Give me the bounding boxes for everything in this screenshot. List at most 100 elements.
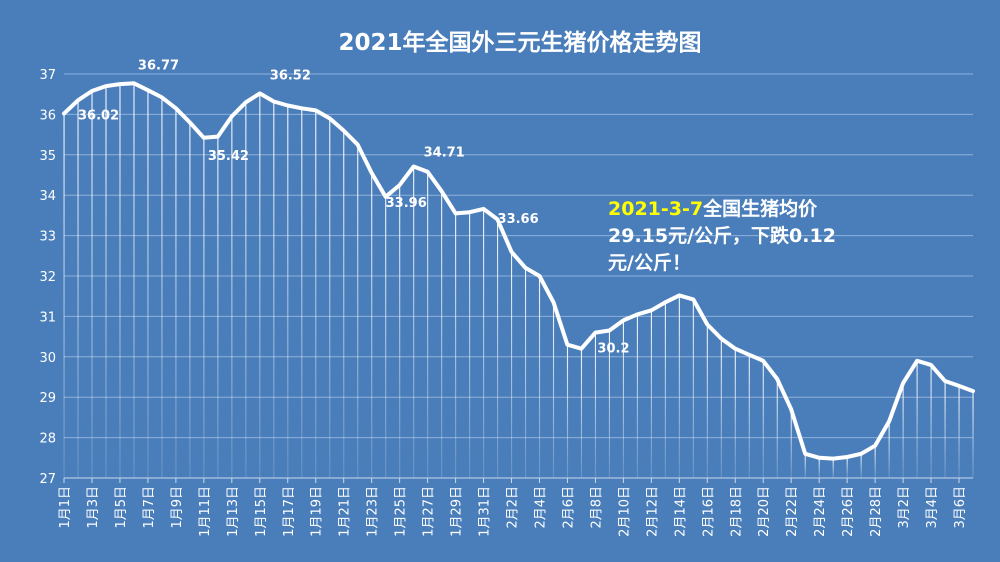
drop-line: [497, 219, 499, 478]
drop-line: [650, 310, 652, 478]
y-tick-label: 29: [39, 391, 56, 406]
drop-line: [273, 101, 275, 479]
data-label: 36.77: [138, 58, 179, 73]
y-tick-label: 32: [39, 270, 56, 285]
y-tick-label: 37: [39, 68, 56, 83]
drop-line: [147, 90, 149, 478]
data-label: 35.42: [208, 149, 249, 164]
drop-line: [469, 212, 471, 478]
drop-line: [874, 445, 876, 478]
drop-line: [357, 144, 359, 478]
drop-line: [958, 385, 960, 478]
drop-line: [441, 191, 443, 478]
drop-line: [385, 196, 387, 479]
x-tick-label: 2月4日: [533, 486, 548, 529]
x-tick-label: 1月21日: [338, 486, 353, 537]
drop-line: [133, 83, 135, 479]
drop-line: [706, 324, 708, 478]
drop-line: [720, 338, 722, 478]
price-annotation: 2021-3-7全国生猪均价 29.15元/公斤，下跌0.12 元/公斤！: [608, 196, 938, 277]
x-tick-label: 1月31日: [478, 486, 493, 537]
y-tick-label: 35: [39, 149, 56, 164]
drop-line: [776, 379, 778, 478]
x-tick-label: 3月2日: [897, 486, 912, 529]
data-label: 33.96: [386, 196, 427, 211]
y-tick-label: 27: [39, 472, 56, 487]
x-tick-label: 1月5日: [114, 486, 129, 529]
drop-line: [63, 113, 65, 478]
x-tick-label: 2月2日: [506, 486, 521, 529]
drop-line: [692, 299, 694, 478]
drop-line: [343, 130, 345, 478]
data-label: 36.52: [270, 68, 311, 83]
drop-line: [860, 453, 862, 478]
drop-line: [580, 348, 583, 478]
data-label: 33.66: [498, 212, 539, 227]
drop-line: [427, 171, 429, 478]
x-tick-label: 1月3日: [86, 486, 101, 529]
drop-line: [371, 172, 373, 479]
x-tick-label: 2月10日: [617, 486, 632, 537]
drop-line: [944, 381, 946, 478]
drop-lines: [63, 83, 974, 479]
drop-line: [189, 122, 191, 478]
data-label: 30.2: [597, 342, 629, 357]
x-tick-label: 2月16日: [701, 486, 716, 537]
annotation-line-1-text: 全国生猪均价: [703, 198, 818, 220]
drop-line: [762, 360, 764, 478]
drop-line: [678, 295, 680, 478]
drop-line: [888, 421, 890, 478]
drop-line: [455, 213, 457, 478]
drop-line: [804, 453, 806, 478]
x-tick-label: 1月23日: [366, 486, 381, 537]
drop-line: [105, 86, 107, 479]
drop-line: [734, 348, 736, 478]
drop-line: [594, 332, 597, 478]
data-label: 34.71: [424, 146, 465, 161]
x-tick-label: 2月14日: [673, 486, 688, 537]
drop-line: [636, 314, 638, 478]
annotation-date: 2021-3-7: [608, 198, 704, 220]
drop-line: [790, 409, 792, 478]
drop-line: [301, 108, 303, 478]
drop-line: [231, 116, 233, 479]
chart-title: 2021年全国外三元生猪价格走势图: [338, 29, 701, 56]
drop-line: [329, 118, 331, 478]
drop-line: [315, 110, 317, 479]
y-tick-label: 36: [39, 108, 56, 123]
axes: 27 28 29 30 31 32 33 34 35 36 37 1月1日 1月3日 1月5日 1月7日 1月…: [39, 68, 973, 537]
x-tick-label: 1月17日: [282, 486, 297, 537]
drop-line: [175, 108, 177, 478]
y-tick-label: 34: [39, 189, 56, 204]
y-tick-label: 28: [39, 432, 56, 447]
drop-line: [748, 354, 750, 478]
drop-line: [524, 267, 527, 478]
x-tick-label: 2月18日: [729, 486, 744, 537]
x-tick-label: 2月24日: [813, 486, 828, 537]
drop-line: [119, 84, 121, 478]
x-tick-label: 1月9日: [170, 486, 185, 529]
x-tick-label: 1月19日: [310, 486, 325, 537]
drop-line: [930, 364, 932, 478]
drop-line: [972, 391, 974, 478]
x-tick-label: 2月28日: [869, 486, 884, 537]
series-line-layer: [62, 81, 975, 461]
x-tick-label: 1月1日: [58, 486, 73, 529]
drop-line: [622, 320, 624, 478]
drop-line: [413, 166, 415, 479]
series-line: [62, 81, 975, 461]
annotation-line-3: 元/公斤！: [608, 252, 691, 274]
drop-line: [483, 208, 485, 478]
y-tick-label: 30: [39, 351, 56, 366]
drop-line: [217, 136, 219, 478]
x-tick-label: 1月29日: [450, 486, 465, 537]
data-labels: 36.02 36.77 35.42 36.52 33.96 34.71 33.66 30.2: [78, 58, 630, 356]
annotation-line-2: 29.15元/公斤，下跌0.12: [608, 225, 836, 247]
drop-line: [902, 383, 904, 478]
x-tick-label: 1月27日: [422, 486, 437, 537]
x-tick-label: 2月8日: [589, 486, 604, 529]
x-tick-label: 2月26日: [841, 486, 856, 537]
x-tick-label: 2月12日: [645, 486, 660, 537]
